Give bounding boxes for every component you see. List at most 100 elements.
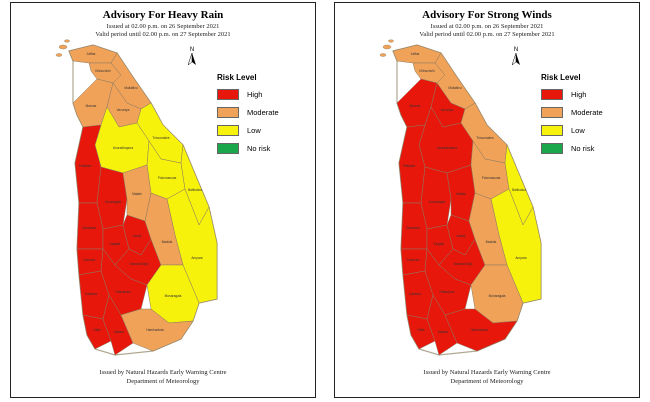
district-label: Kegalle [434,242,445,246]
legend-item-high: High [217,88,297,100]
district-label: Matara [114,330,124,334]
district-galle [406,314,436,350]
issuer-line: Issued by Natural Hazards Early Warning … [99,369,227,376]
district-label: Hambantota [146,328,164,332]
map-title: Advisory For Heavy Rain [102,9,224,21]
island [64,39,70,43]
north-arrow-icon [512,53,520,65]
district-label: Nuwara Eliya [454,262,473,266]
legend-item-low: Low [541,124,621,136]
legend-label-moderate: Moderate [571,107,603,117]
legend-item-moderate: Moderate [541,106,621,118]
district-label: Matale [456,192,466,196]
north-arrow: N [185,47,199,65]
legend-label-no-risk: No risk [247,143,271,153]
legend-title: Risk Level [217,73,257,82]
district-galle [82,314,112,350]
legend-swatch-no-risk [541,142,563,154]
district-label: Colombo [83,258,96,262]
legend-swatch-high [541,88,563,100]
legend-label-high: High [247,89,263,99]
north-arrow-icon [188,53,196,65]
district-label: Jaffna [87,52,96,56]
district-label: Vavuniya [117,108,130,112]
legend-swatch-no-risk [217,142,239,154]
district-label: Kandy [456,234,465,238]
district-hambantota [444,308,518,352]
district-label: Jaffna [411,52,420,56]
legend-label-low: Low [571,125,585,135]
department-line: Department of Meteorology [126,378,200,385]
district-label: Galle [93,328,101,332]
north-arrow-label: N [513,47,519,53]
district-label: Mannar [86,104,98,108]
district-label: Trincomalee [476,136,494,140]
district-label: Puttalam [79,164,92,168]
risk-legend: Risk Level High Moderate Low No risk [217,73,297,160]
district-label: Gampaha [406,226,420,230]
district-label: Polonnaruwa [482,176,501,180]
island [382,44,392,50]
district-label: Kalutara [409,292,421,296]
legend-item-no-risk: No risk [541,142,621,154]
island [58,44,68,50]
issued-time: Issued at 02.00 p.m. on 26 September 202… [430,23,544,30]
district-label: Gampaha [82,226,96,230]
district-label: Nuwara Eliya [130,262,149,266]
district-kurunegala [420,166,452,230]
district-label: Monaragala [165,294,182,298]
legend-swatch-moderate [217,106,239,118]
heavy-rain-map-panel: Advisory For Heavy Rain Issued at 02.00 … [10,2,316,398]
district-label: Kilinochchi [419,69,435,73]
legend-label-high: High [571,89,587,99]
sri-lanka-district-map: Jaffna Kilinochchi Mullaitivu Mannar Vavuniy… [379,39,542,356]
north-arrow: N [509,47,523,65]
legend-swatch-high [217,88,239,100]
district-label: Polonnaruwa [158,176,177,180]
district-label: Badulla [162,240,173,244]
legend-title: Risk Level [541,73,581,82]
district-label: Matale [132,192,142,196]
district-label: Ampara [191,256,202,260]
legend-item-high: High [541,88,621,100]
valid-period: Valid period until 02.00 p.m. on 27 Sept… [419,31,555,38]
district-label: Puttalam [403,164,416,168]
district-label: Kalutara [85,292,97,296]
legend-item-low: Low [217,124,297,136]
district-label: Monaragala [489,294,506,298]
strong-winds-map-panel: Advisory For Strong Winds Issued at 02.0… [334,2,640,398]
department-line: Department of Meteorology [450,378,524,385]
district-label: Kurunegala [429,200,446,204]
district-label: Matara [438,330,448,334]
district-label: Kegalle [110,242,121,246]
district-label: Vavuniya [441,108,454,112]
district-label: Ampara [515,256,526,260]
sri-lanka-district-map: Jaffna Kilinochchi Mullaitivu Mannar Vavuniy… [55,39,218,356]
district-label: Ratnapura [440,290,455,294]
district-label: Kandy [132,234,141,238]
district-label: Kurunegala [105,200,122,204]
district-label: Mullaitivu [124,86,138,90]
district-label: Mannar [410,104,422,108]
district-label: Hambantota [470,328,488,332]
legend-item-no-risk: No risk [217,142,297,154]
legend-label-moderate: Moderate [247,107,279,117]
legend-label-low: Low [247,125,261,135]
issuer-line: Issued by Natural Hazards Early Warning … [423,369,551,376]
island [388,39,394,43]
island [55,53,63,57]
district-label: Mullaitivu [448,86,462,90]
legend-label-no-risk: No risk [571,143,595,153]
district-label: Ratnapura [116,290,131,294]
issued-time: Issued at 02.00 p.m. on 26 September 202… [106,23,220,30]
legend-swatch-low [541,124,563,136]
legend-swatch-low [217,124,239,136]
district-label: Anuradhapura [437,146,457,150]
district-kurunegala [96,166,128,230]
island [379,53,387,57]
legend-item-moderate: Moderate [217,106,297,118]
district-label: Galle [417,328,425,332]
valid-period: Valid period until 02.00 p.m. on 27 Sept… [95,31,231,38]
district-label: Badulla [486,240,497,244]
district-label: Trincomalee [152,136,170,140]
